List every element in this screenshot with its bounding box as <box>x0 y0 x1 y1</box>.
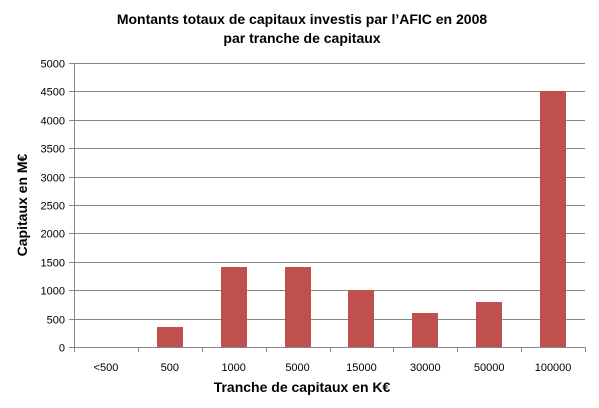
chart-title-line-1: Montants totaux de capitaux investis par… <box>117 11 488 27</box>
y-tick-labels: 0 500 1000 1500 2000 2500 3000 3500 4000 4500 5000 <box>41 59 65 355</box>
y-tick-label: 0 <box>59 343 65 355</box>
x-tick-labels: <500 500 1000 5000 15000 30000 50000 100000 <box>94 362 572 374</box>
y-tick-label: 5000 <box>41 59 65 71</box>
bar <box>221 267 247 347</box>
x-tick-label: 5000 <box>285 362 309 374</box>
x-tick-label: <500 <box>94 362 119 374</box>
y-axis-label: Capitaux en M€ <box>14 153 30 256</box>
gridlines <box>74 63 585 320</box>
bar <box>412 313 438 347</box>
y-tick-label: 4000 <box>41 116 65 128</box>
x-tick-label: 15000 <box>346 362 377 374</box>
bar <box>157 327 183 347</box>
x-tick-label: 500 <box>161 362 179 374</box>
x-tick-label: 1000 <box>221 362 245 374</box>
y-tick-label: 3500 <box>41 144 65 156</box>
bar <box>476 302 502 347</box>
x-tick-label: 50000 <box>474 362 505 374</box>
axes <box>69 63 586 352</box>
bar <box>285 267 311 347</box>
bar <box>348 290 374 347</box>
x-tick-label: 30000 <box>410 362 441 374</box>
y-tick-label: 4500 <box>41 87 65 99</box>
y-tick-label: 3000 <box>41 173 65 185</box>
chart-title-line-2: par tranche de capitaux <box>223 30 380 46</box>
bars <box>157 91 566 347</box>
y-tick-label: 2000 <box>41 229 65 241</box>
x-axis-label: Tranche de capitaux en K€ <box>214 379 391 395</box>
y-tick-label: 2500 <box>41 201 65 213</box>
bar <box>540 91 566 347</box>
y-tick-label: 1000 <box>41 286 65 298</box>
y-tick-label: 500 <box>47 315 65 327</box>
x-tick-label: 100000 <box>535 362 572 374</box>
y-tick-label: 1500 <box>41 258 65 270</box>
